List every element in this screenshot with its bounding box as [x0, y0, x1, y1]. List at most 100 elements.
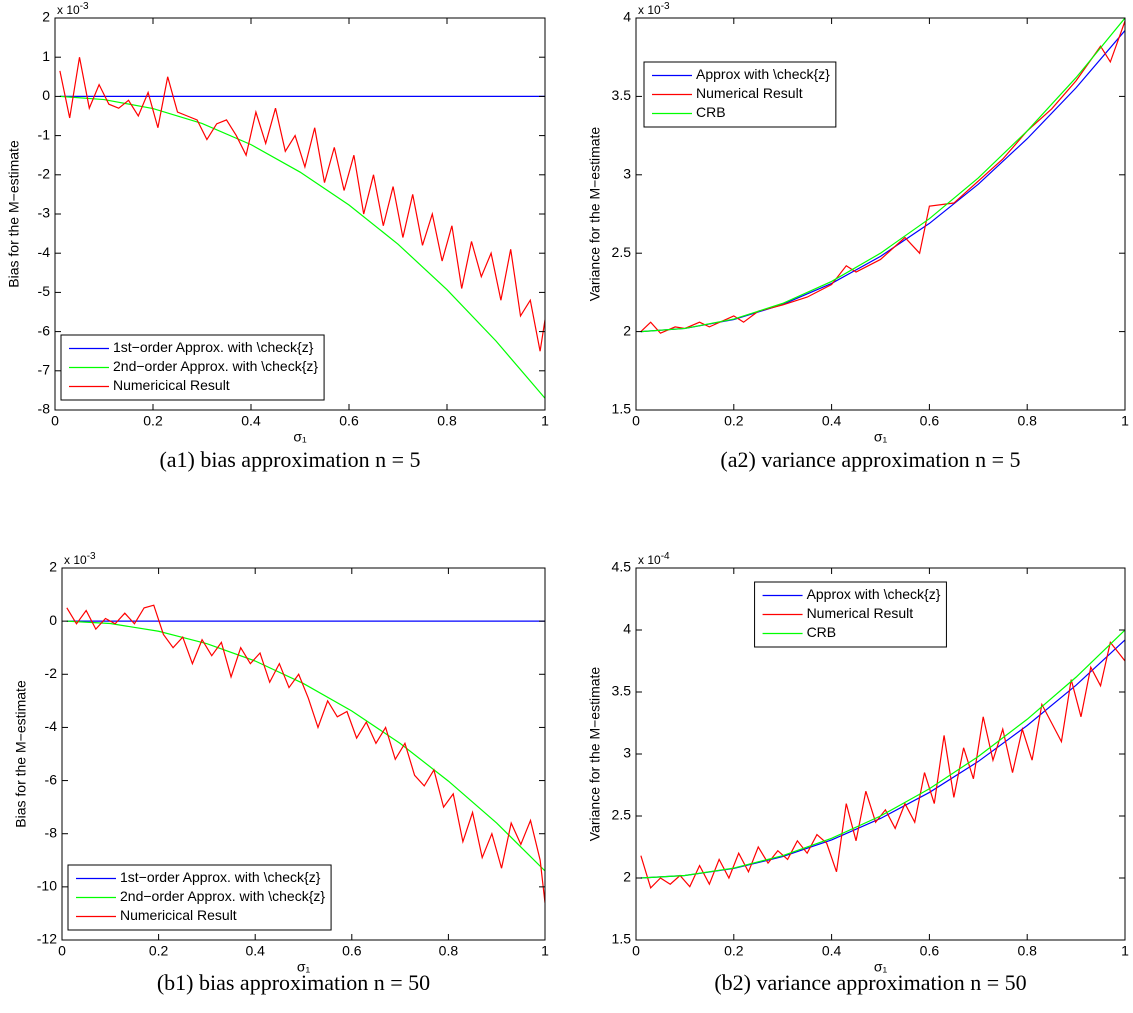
y-tick-label: -6	[45, 771, 58, 787]
legend: 1st−order Approx. with \check{z} 2nd−orde…	[60, 334, 325, 401]
data-line	[640, 641, 1125, 890]
data-line	[66, 604, 545, 903]
legend-label: Numerical Result	[696, 85, 803, 101]
caption: (a1) bias approximation n = 5	[159, 447, 420, 472]
data-line	[59, 57, 545, 352]
x-tick-label: 0.2	[149, 943, 169, 959]
y-axis-label: Bias for the M−estimate	[6, 140, 22, 288]
legend: Approx with \check{z} Numerical Result CRB	[754, 581, 947, 648]
y-tick-label: 2	[623, 322, 631, 338]
x-tick-label: 0	[632, 943, 640, 959]
caption: (b1) bias approximation n = 50	[157, 970, 430, 995]
y-tick-label: 2	[623, 869, 631, 885]
y-scale-label: x 10-3	[57, 1, 89, 18]
subplot: 0 0.2 0.4 0.6 0.8 1 -12 -10 -8 -6 -4 -2 0 2 x 10-3 σ₁ Bi…	[13, 551, 549, 995]
y-tick-label: 2.5	[612, 244, 632, 260]
y-tick-label: 1	[42, 48, 50, 64]
axes-box	[635, 17, 1126, 411]
plot-lines	[640, 629, 1125, 890]
y-tick-label: 0	[49, 612, 57, 628]
x-tick-label: 0.2	[724, 413, 744, 429]
data-line	[640, 18, 1125, 333]
x-tick-label: 0	[51, 413, 59, 429]
plot-lines	[640, 18, 1125, 334]
x-tick-label: 0.4	[822, 413, 842, 429]
x-tick-label: 0.6	[920, 413, 940, 429]
legend: Approx with \check{z} Numerical Result CRB	[643, 61, 837, 128]
y-tick-label: -4	[38, 244, 51, 260]
y-tick-label: 3.5	[612, 87, 632, 103]
x-axis-label: σ₁	[874, 959, 888, 975]
y-scale-base: x 10	[638, 553, 661, 567]
y-scale-exponent: -4	[661, 551, 670, 562]
y-axis-label: Variance for the M−estimate	[587, 667, 603, 842]
x-tick-label: 0.8	[1017, 413, 1037, 429]
y-tick-label: -8	[45, 824, 58, 840]
x-tick-label: 1	[1121, 413, 1129, 429]
x-tick-label: 0.4	[245, 943, 265, 959]
y-scale-exponent: -3	[80, 1, 89, 12]
legend-label: CRB	[696, 104, 726, 120]
y-scale-base: x 10	[64, 553, 87, 567]
y-tick-label: 4.5	[612, 559, 632, 575]
legend-label: Approx with \check{z}	[807, 586, 941, 602]
legend-label: 2nd−order Approx. with \check{z}	[113, 358, 318, 374]
y-tick-label: 4	[623, 9, 631, 25]
y-tick-label: 2.5	[612, 807, 632, 823]
y-tick-label: 1.5	[612, 931, 632, 947]
caption: (a2) variance approximation n = 5	[720, 447, 1020, 472]
y-scale-label: x 10-4	[638, 551, 670, 568]
x-tick-label: 0	[58, 943, 66, 959]
y-tick-label: 4	[623, 621, 631, 637]
y-axis-label: Bias for the M−estimate	[13, 680, 29, 828]
x-tick-label: 0.2	[143, 413, 163, 429]
y-tick-label: 3	[623, 745, 631, 761]
legend: 1st−order Approx. with \check{z} 2nd−orde…	[67, 864, 332, 931]
y-tick-label: -6	[38, 322, 51, 338]
x-tick-label: 0.6	[342, 943, 362, 959]
y-tick-label: -2	[45, 665, 58, 681]
y-scale-label: x 10-3	[64, 551, 96, 568]
x-tick-label: 1	[541, 413, 549, 429]
y-tick-label: 0	[42, 87, 50, 103]
y-tick-label: -7	[38, 362, 51, 378]
data-line	[640, 20, 1125, 334]
x-tick-label: 0.2	[724, 943, 744, 959]
legend-label: 1st−order Approx. with \check{z}	[120, 869, 321, 885]
y-axis-label: Variance for the M−estimate	[587, 127, 603, 302]
legend-label: Numerical Result	[807, 605, 914, 621]
legend-label: CRB	[807, 624, 837, 640]
y-tick-label: -3	[38, 205, 51, 221]
y-scale-exponent: -3	[87, 551, 96, 562]
data-line	[59, 95, 545, 399]
x-axis-label: σ₁	[297, 959, 311, 975]
x-tick-label: 0.6	[920, 943, 940, 959]
x-tick-label: 0.4	[822, 943, 842, 959]
x-tick-label: 1	[1121, 943, 1129, 959]
data-line	[66, 620, 545, 872]
y-scale-label: x 10-3	[638, 1, 670, 18]
legend-label: Numericical Result	[120, 907, 237, 923]
plot-lines	[66, 604, 545, 903]
y-tick-label: 3	[623, 166, 631, 182]
y-scale-base: x 10	[57, 3, 80, 17]
axes-box	[61, 567, 546, 941]
y-tick-label: -2	[38, 166, 51, 182]
x-tick-label: 0	[632, 413, 640, 429]
caption: (b2) variance approximation n = 50	[714, 970, 1026, 995]
y-tick-label: 1.5	[612, 401, 632, 417]
y-tick-label: -12	[37, 931, 57, 947]
x-tick-label: 0.8	[439, 943, 459, 959]
x-tick-label: 1	[541, 943, 549, 959]
legend-label: 1st−order Approx. with \check{z}	[113, 339, 314, 355]
x-tick-label: 0.4	[241, 413, 261, 429]
x-tick-label: 0.8	[1017, 943, 1037, 959]
y-scale-exponent: -3	[661, 1, 670, 12]
data-line	[640, 629, 1125, 879]
x-tick-label: 0.6	[339, 413, 359, 429]
y-tick-label: -10	[37, 878, 57, 894]
plot-lines	[59, 57, 545, 399]
y-tick-label: 2	[42, 9, 50, 25]
